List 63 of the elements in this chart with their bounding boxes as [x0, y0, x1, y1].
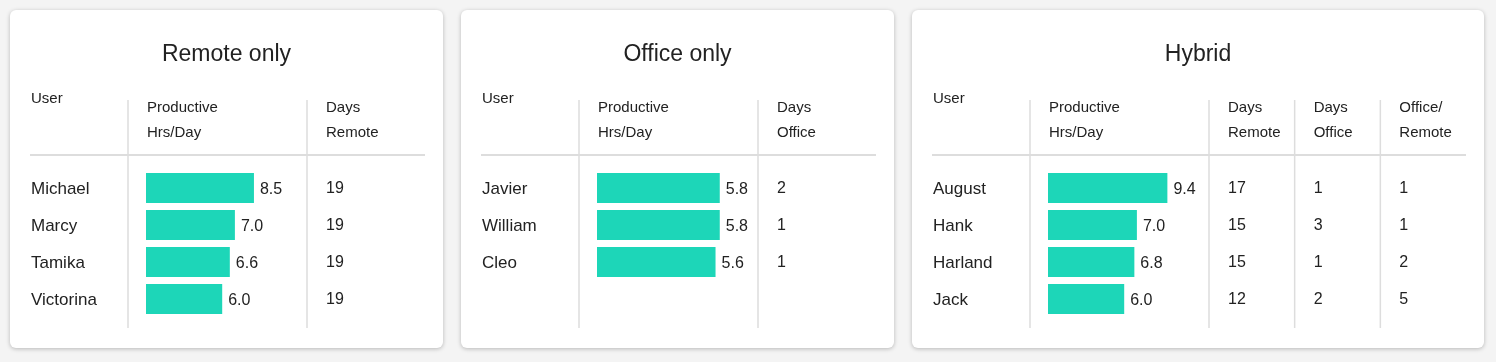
data-label: 7.0: [240, 216, 264, 234]
bar: [1048, 247, 1135, 277]
bar: [146, 173, 254, 203]
y-tick-label: Marcy: [31, 215, 78, 235]
text: Office/ Remote: [1399, 98, 1452, 140]
text: 5: [1399, 289, 1409, 307]
data-label: 6.0: [1130, 290, 1153, 308]
y-tick-label: Hank: [933, 215, 974, 235]
y-axis-title: User: [933, 89, 965, 106]
data-label: 5.8: [725, 179, 749, 197]
text: 2: [1313, 289, 1323, 307]
y-tick-label: Harland: [933, 252, 993, 272]
data-label: 6.8: [1140, 253, 1163, 271]
text: Days Remote: [326, 98, 379, 140]
text: 12: [1228, 289, 1246, 307]
y-tick-label: August: [933, 178, 987, 198]
bar: [146, 284, 223, 314]
text: 15: [1228, 215, 1246, 233]
data-label: 6.6: [235, 253, 259, 271]
text: 19: [326, 178, 344, 196]
text: 1: [1399, 178, 1409, 196]
data-label: 6.0: [228, 290, 251, 308]
text: 19: [326, 289, 344, 307]
bar: [146, 247, 230, 277]
text: 1: [1313, 178, 1323, 196]
text: 1: [777, 215, 786, 233]
data-label: 5.8: [725, 216, 749, 234]
y-axis-title: User: [31, 89, 63, 106]
text: 19: [326, 215, 344, 233]
bar: [146, 210, 235, 240]
data-label: 5.6: [721, 253, 744, 271]
chart-title: Office only: [623, 39, 733, 66]
text: 2: [1399, 252, 1409, 270]
bar: [1048, 173, 1168, 203]
data-label: 9.4: [1173, 179, 1196, 197]
text: 19: [326, 252, 344, 270]
text: 17: [1228, 178, 1246, 196]
data-label: 8.5: [259, 179, 283, 197]
chart-title: Remote only: [161, 39, 292, 66]
y-tick-label: Cleo: [482, 252, 517, 272]
y-tick-label: Javier: [482, 178, 528, 198]
x-axis-title: Productive Hrs/Day: [1049, 98, 1125, 140]
y-tick-label: Tamika: [31, 252, 86, 272]
text: Days Office: [777, 98, 816, 140]
y-axis-title: User: [482, 89, 514, 106]
text: 3: [1313, 215, 1323, 233]
chart-title: Hybrid: [1164, 39, 1232, 66]
bar: [1048, 284, 1125, 314]
y-tick-label: William: [482, 215, 537, 235]
text: Days Office: [1313, 98, 1353, 140]
x-axis-title: Productive Hrs/Day: [598, 98, 674, 140]
text: 15: [1228, 252, 1246, 270]
y-tick-label: Michael: [31, 178, 90, 198]
y-tick-label: Victorina: [31, 289, 98, 309]
text: 1: [1399, 215, 1409, 233]
text: 2: [777, 178, 786, 196]
y-tick-label: Jack: [933, 289, 969, 309]
data-label: 7.0: [1142, 216, 1166, 234]
text: 1: [777, 252, 786, 270]
text: Days Remote: [1228, 98, 1281, 140]
bar: [1048, 210, 1137, 240]
x-axis-title: Productive Hrs/Day: [147, 98, 223, 140]
text: 1: [1313, 252, 1323, 270]
